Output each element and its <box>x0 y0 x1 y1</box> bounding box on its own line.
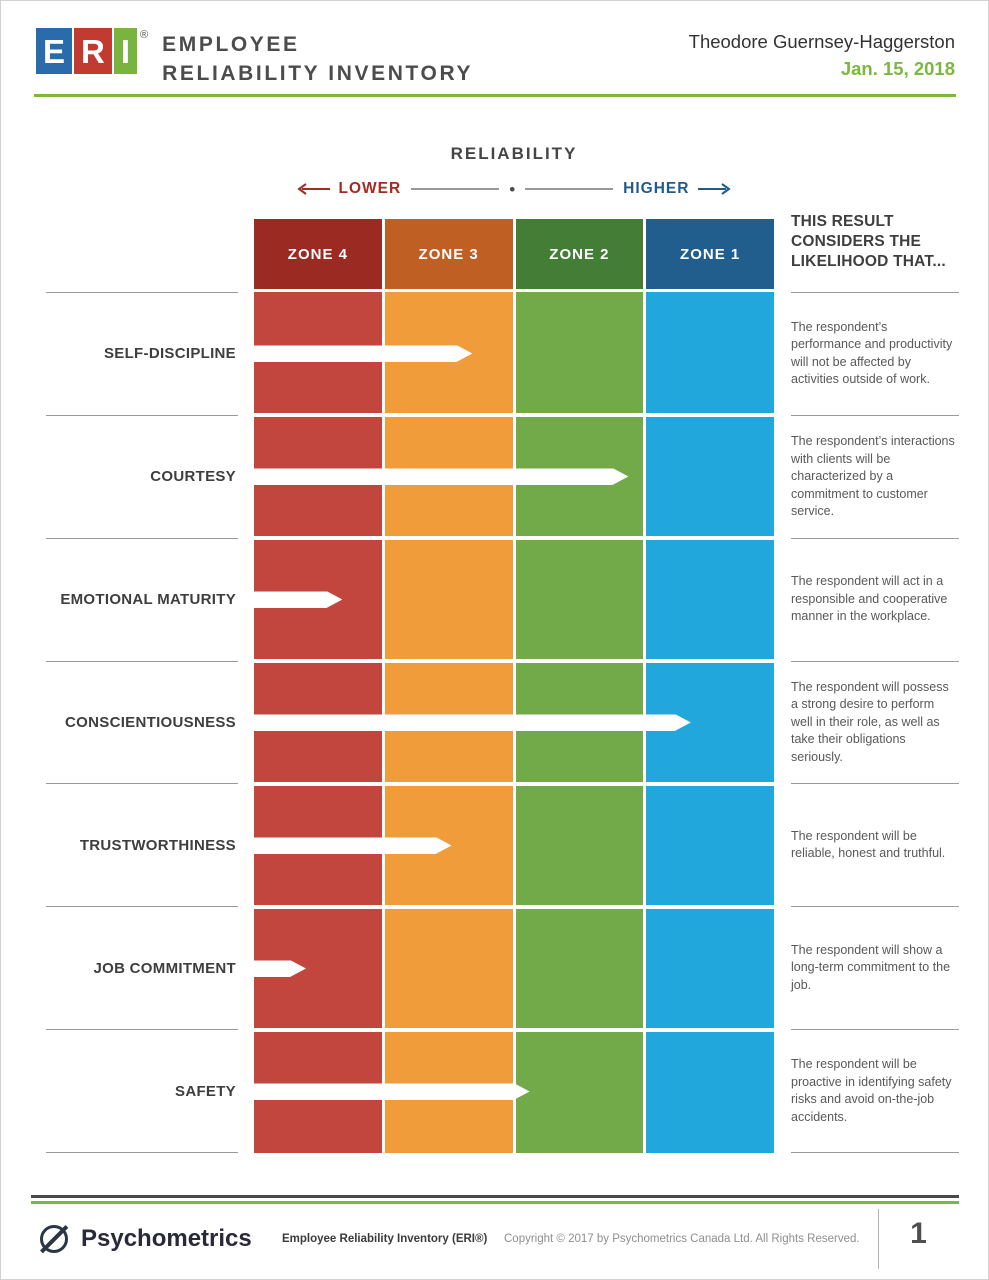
score-arrow-safety <box>254 1083 530 1100</box>
report-title-line2: RELIABILITY INVENTORY <box>162 62 474 85</box>
registered-trademark-icon: ® <box>140 29 149 41</box>
logo-tile-r: R <box>74 28 112 74</box>
score-arrow-conscientiousness <box>254 714 691 731</box>
report-date: Jan. 15, 2018 <box>840 58 955 79</box>
footer-copyright: Copyright © 2017 by Psychometrics Canada… <box>504 1233 860 1245</box>
footer-dark-line <box>31 1195 959 1198</box>
trait-label-safety: SAFETY <box>46 1029 238 1152</box>
row-separator <box>254 536 774 540</box>
result-description-safety: The respondent will be proactive in iden… <box>791 1029 959 1152</box>
axis-higher: HIGHER <box>623 180 732 198</box>
trait-labels: SELF-DISCIPLINE COURTESY EMOTIONAL MATUR… <box>46 292 238 1153</box>
axis-midpoint-dot: • <box>509 179 516 199</box>
score-arrow-job-commitment <box>254 960 306 977</box>
right-arrow-icon <box>698 183 732 195</box>
page-number: 1 <box>910 1217 927 1250</box>
respondent-name: Theodore Guernsey-Haggerston <box>688 31 955 52</box>
result-description-courtesy: The respondent’s interactions with clien… <box>791 414 959 538</box>
footer-brand: Psychometrics <box>81 1225 252 1252</box>
chart-body <box>254 292 774 1153</box>
logo-tile-i: I <box>113 28 138 74</box>
trait-label-self-discipline: SELF-DISCIPLINE <box>46 292 238 415</box>
footer-divider <box>878 1209 879 1269</box>
trait-label-courtesy: COURTESY <box>46 414 238 538</box>
trait-label-job-commitment: JOB COMMITMENT <box>46 906 238 1029</box>
footer-green-line <box>31 1201 959 1204</box>
score-arrow-self-discipline <box>254 345 472 362</box>
axis-line-right <box>525 188 614 190</box>
row-separator <box>254 782 774 786</box>
trait-label-emotional-maturity: EMOTIONAL MATURITY <box>46 537 238 661</box>
axis-higher-label: HIGHER <box>623 180 690 197</box>
axis-line-left <box>411 188 500 190</box>
result-description-trustworthiness: The respondent will be reliable, honest … <box>791 783 959 906</box>
result-description-self-discipline: The respondent’s performance and product… <box>791 292 959 415</box>
report-title-line1: EMPLOYEE <box>162 33 300 56</box>
logo-circle <box>40 1225 68 1253</box>
score-arrow-courtesy <box>254 468 628 485</box>
zone-1-header: ZONE 1 <box>646 219 774 289</box>
zone-4-header: ZONE 4 <box>254 219 382 289</box>
axis-lower-label: LOWER <box>338 180 402 197</box>
logo-tile-e: E <box>36 28 73 74</box>
respondent-info: Theodore Guernsey-Haggerston Jan. 15, 20… <box>689 31 955 80</box>
result-description-emotional-maturity: The respondent will act in a responsible… <box>791 537 959 661</box>
footer-product-name: Employee Reliability Inventory (ERI®) <box>282 1233 488 1245</box>
header-divider <box>34 94 956 97</box>
reliability-axis: LOWER • HIGHER <box>254 176 774 202</box>
axis-lower: LOWER <box>296 180 402 198</box>
psychometrics-logo-icon <box>37 1222 71 1256</box>
result-descriptions: The respondent’s performance and product… <box>791 292 959 1153</box>
score-arrow-trustworthiness <box>254 837 452 854</box>
left-arrow-icon <box>296 183 330 195</box>
zone-2-header: ZONE 2 <box>515 219 644 289</box>
trait-label-trustworthiness: TRUSTWORTHINESS <box>46 783 238 906</box>
zone-3-header: ZONE 3 <box>384 219 513 289</box>
report-title: EMPLOYEE RELIABILITY INVENTORY <box>162 30 473 88</box>
result-header: THIS RESULT CONSIDERS THE LIKELIHOOD THA… <box>791 213 946 270</box>
result-description-job-commitment: The respondent will show a long-term com… <box>791 906 959 1029</box>
row-separator <box>254 905 774 909</box>
result-description-conscientiousness: The respondent will possess a strong des… <box>791 660 959 784</box>
row-separator <box>254 659 774 663</box>
score-arrow-emotional-maturity <box>254 591 342 608</box>
trait-label-conscientiousness: CONSCIENTIOUSNESS <box>46 660 238 784</box>
row-separator <box>254 1028 774 1032</box>
chart-title: RELIABILITY <box>450 144 578 163</box>
zone-headers: ZONE 4 ZONE 3 ZONE 2 ZONE 1 <box>254 219 774 289</box>
row-separator <box>254 413 774 417</box>
